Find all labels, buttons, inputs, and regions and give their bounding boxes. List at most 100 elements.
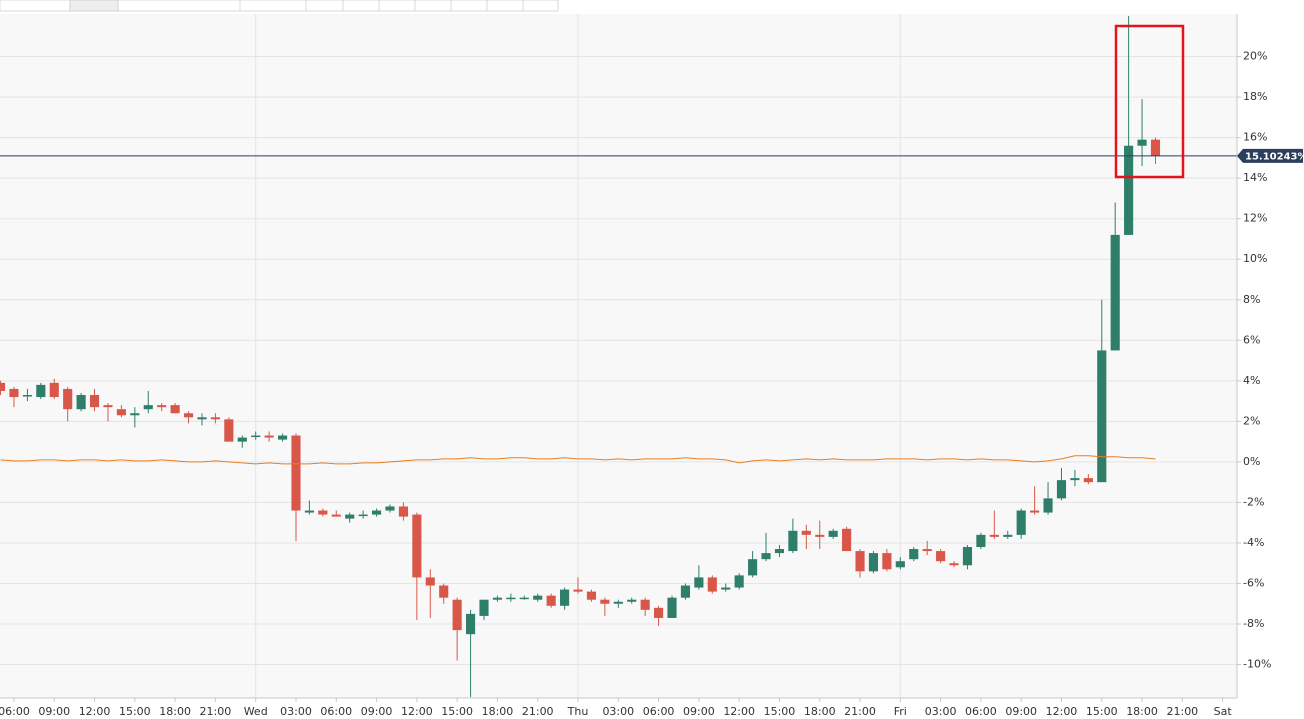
x-tick-label: 06:00 xyxy=(0,705,30,718)
candle-body xyxy=(197,417,207,420)
x-tick-label: Fri xyxy=(894,705,907,718)
candle-body xyxy=(210,417,220,420)
candle-body xyxy=(183,413,194,418)
candle-body xyxy=(0,382,6,391)
candle-body xyxy=(707,577,717,592)
candle-body xyxy=(936,551,946,562)
y-tick-label: -2% xyxy=(1243,495,1264,508)
x-tick-label: 06:00 xyxy=(965,705,997,718)
candle-body xyxy=(1150,139,1161,156)
price-label-box xyxy=(1237,148,1303,163)
candle-body xyxy=(237,437,247,442)
x-tick-label: 18:00 xyxy=(159,705,191,718)
candle-body xyxy=(546,595,556,606)
candle-body xyxy=(398,506,408,517)
marks xyxy=(0,16,1237,697)
candle-body xyxy=(466,613,476,635)
x-tick-label: 03:00 xyxy=(280,705,312,718)
candle-body xyxy=(1110,234,1120,351)
y-tick-label: -10% xyxy=(1243,658,1271,671)
y-tick-label: 20% xyxy=(1243,50,1267,63)
candle-body xyxy=(909,549,919,560)
x-tick-label: 15:00 xyxy=(119,705,151,718)
candle-body xyxy=(304,510,314,513)
x-tick-label: 15:00 xyxy=(764,705,796,718)
candle-body xyxy=(22,395,32,397)
x-tick-label: 18:00 xyxy=(1126,705,1158,718)
candle-body xyxy=(331,514,341,517)
candle-body xyxy=(143,405,153,410)
candle-body xyxy=(989,534,999,537)
candle-body xyxy=(49,382,59,398)
candle-body xyxy=(613,601,623,604)
price-label: 15.10243% xyxy=(1245,151,1304,162)
toolbar-button[interactable] xyxy=(342,0,380,12)
candle-body xyxy=(828,530,838,537)
candle-body xyxy=(560,589,570,606)
x-tick-label: Thu xyxy=(567,705,589,718)
candle-body xyxy=(895,561,905,568)
y-tick-label: -4% xyxy=(1243,536,1264,549)
candle-body xyxy=(116,409,126,416)
toolbar-button[interactable] xyxy=(486,0,524,12)
candle-body xyxy=(170,405,180,414)
candle-body xyxy=(1137,139,1147,146)
candle-body xyxy=(264,435,274,438)
candle-body xyxy=(573,589,583,592)
candle-body xyxy=(949,563,959,566)
x-tick-label: 21:00 xyxy=(200,705,232,718)
y-tick-label: 18% xyxy=(1243,90,1267,103)
y-tick-label: 16% xyxy=(1243,131,1267,144)
y-tick-label: 14% xyxy=(1243,171,1267,184)
candle-body xyxy=(962,547,973,566)
y-tick-label: 4% xyxy=(1243,374,1260,387)
candle-body xyxy=(721,587,731,590)
candle-body xyxy=(385,506,395,511)
candle-body xyxy=(801,530,811,535)
toolbar xyxy=(0,0,559,12)
x-tick-label: 06:00 xyxy=(320,705,352,718)
candle-body xyxy=(640,599,650,610)
x-tick-label: Sat xyxy=(1214,705,1233,718)
candle-body xyxy=(667,597,677,618)
candle-body xyxy=(855,551,865,572)
candle-body xyxy=(76,395,86,410)
toolbar-button[interactable] xyxy=(69,0,119,12)
x-tick-label: 12:00 xyxy=(723,705,755,718)
candle-body xyxy=(103,405,113,408)
x-tick-label: 21:00 xyxy=(522,705,554,718)
candle-body xyxy=(318,510,328,515)
toolbar-button[interactable] xyxy=(414,0,452,12)
x-tick-label: Wed xyxy=(244,705,268,718)
candle-body xyxy=(492,597,502,600)
y-tick-label: 6% xyxy=(1243,333,1260,346)
y-tick-label: 10% xyxy=(1243,252,1267,265)
x-tick-label: 09:00 xyxy=(38,705,70,718)
candle-body xyxy=(1016,510,1026,535)
candle-body xyxy=(1124,145,1134,235)
candle-body xyxy=(277,435,288,440)
candle-body xyxy=(680,585,691,598)
candle-body xyxy=(63,388,73,410)
candle-body xyxy=(345,514,355,519)
x-tick-label: 03:00 xyxy=(602,705,634,718)
candle-body xyxy=(519,597,529,600)
candle-body xyxy=(157,405,167,408)
x-tick-label: 12:00 xyxy=(79,705,111,718)
candle-body xyxy=(1003,534,1013,537)
x-tick-label: 18:00 xyxy=(482,705,514,718)
plot-area xyxy=(0,14,1237,698)
x-tick-label: 12:00 xyxy=(1046,705,1078,718)
x-tick-label: 09:00 xyxy=(361,705,393,718)
candle-body xyxy=(842,528,852,552)
candle-body xyxy=(89,395,100,408)
toolbar-button[interactable] xyxy=(239,0,307,12)
candle-body xyxy=(479,599,489,616)
y-tick-label: -8% xyxy=(1243,617,1264,630)
x-tick-label: 15:00 xyxy=(1086,705,1118,718)
candle-body xyxy=(734,575,744,588)
y-tick-label: 0% xyxy=(1243,455,1260,468)
y-tick-label: -6% xyxy=(1243,576,1264,589)
